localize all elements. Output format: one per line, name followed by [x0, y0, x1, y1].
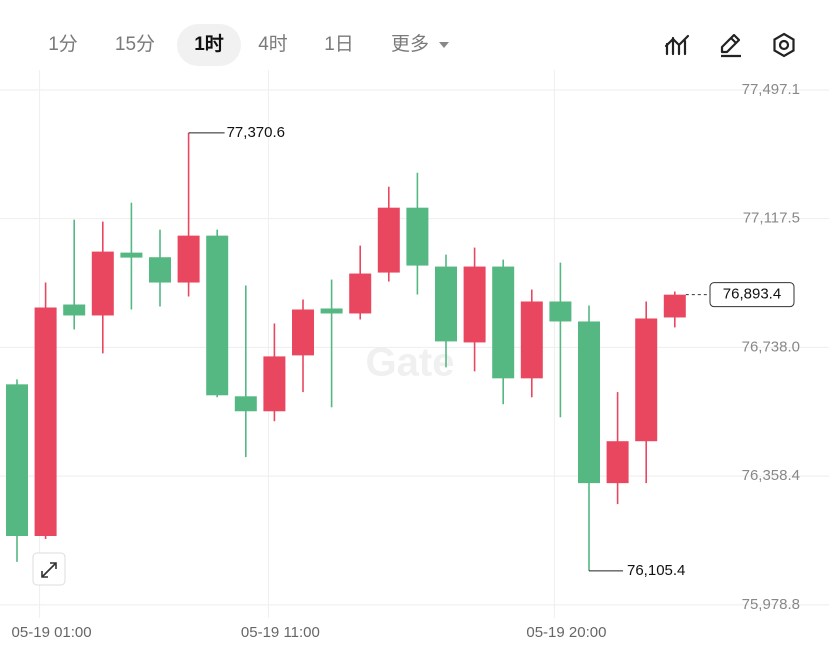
candle-body: [435, 266, 457, 342]
tab[interactable]: 1分: [48, 34, 78, 55]
x-tick-label: 05-19 01:00: [12, 624, 92, 641]
indicator-icon[interactable]: [664, 32, 692, 58]
candle-body: [34, 307, 57, 536]
y-tick-label: 75,978.8: [742, 596, 800, 613]
tab[interactable]: 4时: [258, 34, 288, 55]
x-tick-label: 05-19 20:00: [526, 624, 606, 641]
candle-body: [549, 301, 572, 322]
candle-body: [349, 273, 372, 314]
candle-body: [263, 356, 286, 412]
candle-body: [120, 252, 143, 258]
tab-more[interactable]: 更多: [390, 34, 429, 55]
settings-icon[interactable]: [770, 31, 798, 59]
watermark: Gate: [366, 341, 455, 385]
candle-body: [177, 235, 200, 283]
candle-body: [635, 318, 658, 442]
y-tick-label: 76,738.0: [742, 338, 800, 355]
candle-body: [149, 257, 171, 283]
tab[interactable]: 1日: [324, 34, 354, 55]
candle-body: [606, 441, 629, 484]
candle-body: [578, 321, 600, 484]
candle-body: [234, 396, 257, 412]
y-tick-label: 76,358.4: [742, 467, 800, 484]
candle-body: [320, 308, 343, 314]
candle-body: [520, 301, 543, 379]
tab[interactable]: 15分: [114, 34, 156, 55]
x-tick-label: 05-19 11:00: [241, 624, 320, 641]
candle-body: [377, 207, 400, 273]
expand-icon: [41, 562, 57, 578]
y-tick-label: 77,117.5: [743, 210, 800, 227]
candle-body: [63, 304, 86, 316]
min-label: 76,105.4: [627, 562, 685, 579]
tab-active[interactable]: 1时: [177, 24, 241, 66]
candle-body: [406, 207, 429, 266]
candle-body: [492, 266, 515, 379]
candle-body: [292, 309, 314, 356]
last-price-box: [709, 282, 795, 308]
y-tick-label: 77,497.1: [742, 81, 800, 98]
candle-body: [463, 266, 486, 343]
candle-body: [206, 235, 229, 396]
max-label: 77,370.6: [227, 124, 285, 141]
candle-body: [6, 384, 28, 536]
dropdown-arrow: [439, 42, 449, 48]
candle-body: [663, 294, 686, 318]
candle-body: [91, 251, 114, 316]
draw-icon[interactable]: [717, 31, 745, 59]
last-price-label: 76,893.4: [723, 286, 781, 303]
